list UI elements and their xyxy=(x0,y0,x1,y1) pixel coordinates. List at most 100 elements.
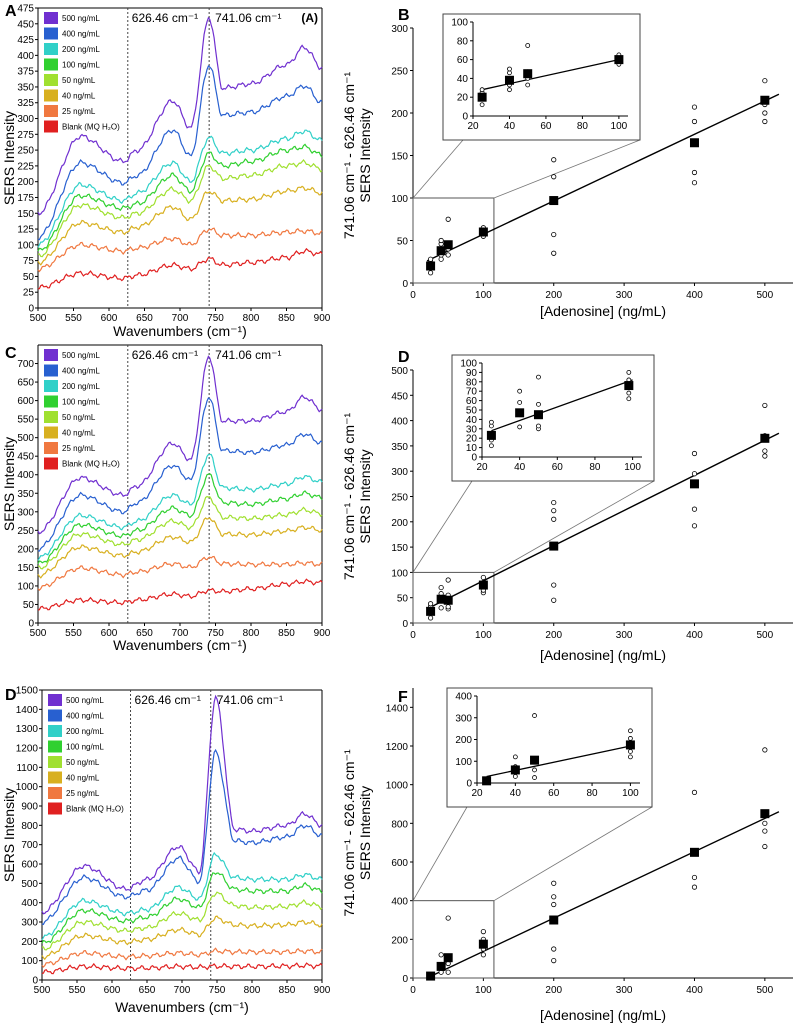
panel-c-series-line-25-ng-ml xyxy=(37,555,323,591)
panel-a-series-line-500-ng-ml xyxy=(37,16,323,216)
panel-b-zoom-connector xyxy=(493,139,641,199)
panel-d-left-y-tick-label: 600 xyxy=(21,860,38,871)
panel-a-series-line-blank-mq-h-o- xyxy=(37,247,323,290)
panel-b-replicate-point xyxy=(691,180,698,186)
panel-a-y-tick-label: 475 xyxy=(17,4,34,15)
panel-f-inset-x-tick-label: 60 xyxy=(548,788,560,799)
panel-a-x-tick-label: 550 xyxy=(65,313,82,324)
panel-d-left-series-line-25-ng-ml xyxy=(41,947,323,968)
panel-d-right-inset-y-tick-label: 50 xyxy=(466,406,478,417)
panel-d-right-inset-y-tick-label: 0 xyxy=(471,453,477,464)
panel-a-y-tick-label: 450 xyxy=(17,19,34,30)
panel-d-right-inset-replicate-point xyxy=(489,443,494,449)
panel-a-series-line-25-ng-ml xyxy=(37,227,323,273)
panel-f-inset-frame xyxy=(446,687,653,808)
panel-f-inset-replicate-point xyxy=(532,767,537,773)
panel-f-y-tick-label: 1200 xyxy=(386,742,409,753)
panel-a-y-tick-label: 250 xyxy=(17,146,34,157)
panel-d-right-y-tick-label: 500 xyxy=(391,366,408,377)
panel-f-mean-marker xyxy=(426,971,436,981)
panel-b-mean-marker xyxy=(689,138,699,148)
panel-b-letter: B xyxy=(398,7,410,24)
panel-c-series-line-40-ng-ml xyxy=(37,517,323,579)
panel-c-series-line-400-ng-ml xyxy=(37,397,323,552)
panel-b-replicate-point xyxy=(691,104,698,110)
panel-f-replicate-point xyxy=(551,894,557,900)
panel-b-replicate-point xyxy=(691,118,698,125)
panel-d-left-x-tick-label: 850 xyxy=(279,985,296,996)
panel-a-x-tick-label: 800 xyxy=(243,313,260,324)
panel-d-left-legend-swatch xyxy=(48,709,62,722)
panel-b-x-axis-label: [Adenosine] (ng/mL) xyxy=(540,303,666,319)
panel-d-right-mean-marker xyxy=(478,580,488,590)
panel-d-left-legend-label: 200 ng/mL xyxy=(66,727,104,736)
panel-d-left-y-tick-label: 800 xyxy=(21,821,38,832)
panel-a-y-tick-label: 400 xyxy=(17,51,34,62)
panel-f-x-tick-label: 0 xyxy=(410,985,416,996)
panel-b-inset-replicate-point xyxy=(479,102,485,108)
panel-d-left-y-axis-label: SERS Intensity xyxy=(1,788,17,882)
panel-c-series-line-50-ng-ml xyxy=(37,495,323,570)
panel-a-y-tick-label: 300 xyxy=(17,114,34,125)
panel-d-right-inset-x-tick-label: 20 xyxy=(476,462,488,473)
panel-d-right-zoom-connector xyxy=(412,480,473,573)
panel-d-left-x-tick-label: 750 xyxy=(209,985,226,996)
panel-b-y-tick-label: 50 xyxy=(397,237,409,248)
panel-d-left-y-tick-label: 300 xyxy=(21,918,38,929)
panel-b-x-tick-label: 500 xyxy=(757,290,774,301)
panel-b-x-tick-label: 0 xyxy=(410,290,416,301)
panel-f-inset-y-tick-label: 300 xyxy=(455,713,472,724)
panel-d-right-inset-replicate-point xyxy=(517,388,523,394)
panel-d-right-inset-replicate-point xyxy=(626,396,632,402)
panel-b-inset-mean-marker xyxy=(523,69,533,79)
panel-b-y-tick-label: 250 xyxy=(391,67,408,78)
panel-f-mean-marker xyxy=(760,809,770,819)
panel-d-left-legend-swatch xyxy=(48,756,62,768)
panel-d-left-legend-swatch xyxy=(48,787,62,799)
panel-b-inset-replicate-point xyxy=(507,66,512,72)
panel-f-zoom-connector xyxy=(412,806,468,901)
panel-f-inset-mean-marker xyxy=(510,765,520,775)
panel-f-mean-marker xyxy=(549,915,559,925)
panel-a-y-axis-label: SERS Intensity xyxy=(1,111,17,205)
panel-f-zoom-box xyxy=(412,900,495,979)
panel-d-right-replicate-point xyxy=(438,605,444,611)
panel-d-left-y-tick-label: 200 xyxy=(21,937,38,948)
panel-d-right-inset-frame xyxy=(451,354,655,482)
panel-f-mean-marker xyxy=(436,961,446,971)
panel-d-left-legend-label: 400 ng/mL xyxy=(66,712,104,721)
panel-d-right-inset-replicate-point xyxy=(489,419,494,425)
panel-d-right-inset-replicate-point xyxy=(536,423,541,429)
panel-d-left-y-tick-label: 1000 xyxy=(16,782,39,793)
panel-d-right-fit-line xyxy=(426,432,780,610)
panel-f-x-tick-label: 200 xyxy=(545,985,562,996)
panel-b-inset-y-tick-label: 80 xyxy=(457,36,469,47)
panel-b-y-tick-label: 150 xyxy=(391,152,408,163)
panel-d-left-x-tick-label: 700 xyxy=(174,985,191,996)
panel-b-inset-y-tick-label: 60 xyxy=(457,55,469,66)
panel-a-x-tick-label: 650 xyxy=(136,313,153,324)
panel-b-inset-x-tick-label: 20 xyxy=(467,121,479,132)
panel-f-inset-replicate-point xyxy=(512,754,518,760)
panel-f-replicate-point xyxy=(551,946,557,952)
panel-b-zoom-connector xyxy=(412,139,464,199)
panel-b-y-tick-label: 300 xyxy=(391,24,408,35)
panel-f-replicate-point xyxy=(551,880,557,886)
panel-a-x-tick-label: 600 xyxy=(101,313,118,324)
panel-a-legend-label: 40 ng/mL xyxy=(62,92,96,101)
panel-d-right-replicate-point xyxy=(691,506,698,512)
panel-f-y-tick-label: 600 xyxy=(391,858,408,869)
panel-f-replicate-point xyxy=(691,874,698,881)
panel-a-legend-swatch xyxy=(44,58,58,71)
panel-f-inset-x-tick-label: 20 xyxy=(471,788,483,799)
panel-b-mean-marker xyxy=(478,227,488,237)
panel-d-left-x-tick-label: 600 xyxy=(104,985,121,996)
panel-c-legend-swatch xyxy=(44,395,58,408)
panel-a-y-tick-label: 375 xyxy=(17,67,34,78)
panel-d-left-legend-label: Blank (MQ H₂O) xyxy=(66,805,124,814)
panel-d-right-x-tick-label: 300 xyxy=(616,630,633,641)
panel-f-replicate-point xyxy=(445,915,451,921)
panel-b-y-axis-label-line2: SERS Intensity xyxy=(357,108,373,202)
panel-a-legend-swatch xyxy=(44,120,58,133)
panel-a-legend-swatch xyxy=(44,105,58,117)
